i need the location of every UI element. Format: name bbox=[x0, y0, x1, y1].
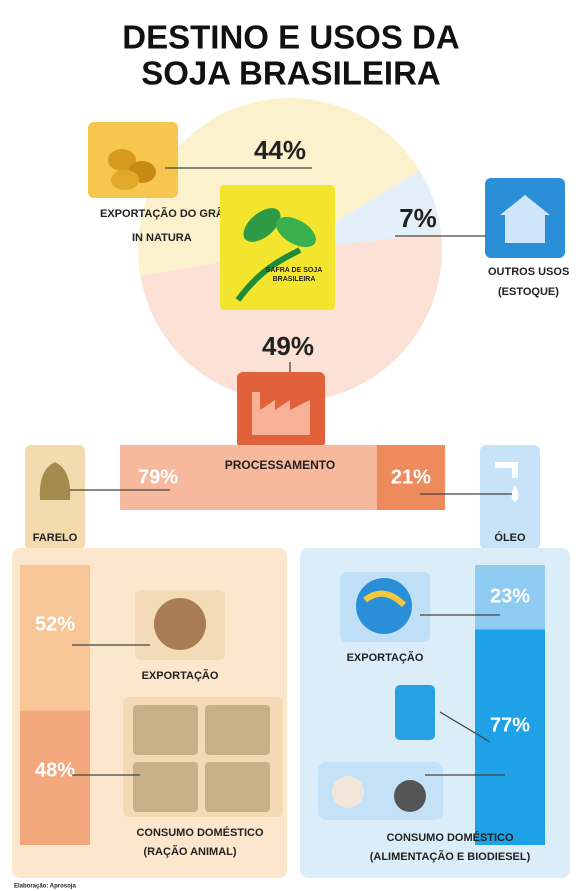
label: OUTROS USOS bbox=[488, 266, 569, 278]
label: FARELO bbox=[33, 532, 78, 544]
title: SOJA BRASILEIRA bbox=[141, 55, 440, 92]
label: EXPORTAÇÃO bbox=[347, 651, 424, 664]
processing-segment bbox=[120, 445, 377, 510]
processing-segment bbox=[376, 445, 445, 510]
label: EXPORTAÇÃO DO GRÃO bbox=[100, 207, 233, 220]
use-segment bbox=[475, 629, 545, 845]
value-label: 48% bbox=[35, 759, 75, 781]
icon-shape bbox=[332, 776, 364, 808]
value-label: 44% bbox=[254, 135, 306, 165]
icon-shape bbox=[39, 462, 71, 500]
icon-shape bbox=[495, 462, 518, 478]
label: ÓLEO bbox=[494, 531, 526, 544]
icon-shape bbox=[363, 590, 407, 608]
icon-shape bbox=[133, 705, 198, 755]
processing-bar: 79% 21% bbox=[120, 445, 445, 510]
icon-shape bbox=[108, 149, 136, 171]
title: DESTINO E USOS DA bbox=[122, 19, 459, 56]
label: PROCESSAMENTO bbox=[225, 458, 335, 472]
pie-slice bbox=[140, 233, 443, 403]
icon-shape bbox=[243, 208, 281, 242]
label: CONSUMO DOMÉSTICO bbox=[386, 831, 514, 844]
value-label: 49% bbox=[262, 331, 314, 361]
value-label: 7% bbox=[399, 203, 437, 233]
use-segment bbox=[20, 710, 90, 845]
source: Elaboração: Aprosoja bbox=[14, 884, 76, 890]
bottle-icon bbox=[395, 685, 435, 740]
icon-shape bbox=[394, 780, 426, 812]
icon-shape bbox=[356, 578, 412, 634]
use-segment bbox=[475, 565, 545, 630]
connector bbox=[439, 711, 491, 743]
icon-shape bbox=[111, 170, 139, 190]
use-bars: 52% 48% 23% 77% bbox=[20, 565, 545, 845]
oleo-icon bbox=[480, 445, 540, 550]
label: (RAÇÃO ANIMAL) bbox=[143, 845, 236, 858]
label: CONSUMO DOMÉSTICO bbox=[136, 826, 264, 839]
icon-shape bbox=[205, 762, 270, 812]
icon-shape bbox=[205, 705, 270, 755]
label: IN NATURA bbox=[132, 232, 192, 244]
icon-shape bbox=[235, 247, 302, 302]
use-segment bbox=[20, 565, 90, 711]
logo-text: BRASILEIRA bbox=[273, 276, 316, 283]
value-label: 79% bbox=[138, 466, 178, 488]
value-label: 21% bbox=[391, 466, 431, 488]
value-label: 77% bbox=[490, 715, 530, 737]
icon-shape bbox=[133, 762, 198, 812]
icon-shape bbox=[252, 392, 310, 435]
icon-shape bbox=[500, 195, 550, 243]
value-label: 52% bbox=[35, 613, 75, 635]
label: (ESTOQUE) bbox=[498, 286, 559, 298]
icon-shape bbox=[154, 598, 206, 650]
label: EXPORTAÇÃO bbox=[142, 669, 219, 682]
logo-text: SAFRA DE SOJA bbox=[266, 267, 323, 274]
icon-shape bbox=[276, 216, 316, 248]
icon-shape bbox=[511, 485, 519, 502]
logo bbox=[220, 185, 335, 310]
value-label: 23% bbox=[490, 585, 530, 607]
label: (ALIMENTAÇÃO E BIODIESEL) bbox=[370, 850, 531, 863]
